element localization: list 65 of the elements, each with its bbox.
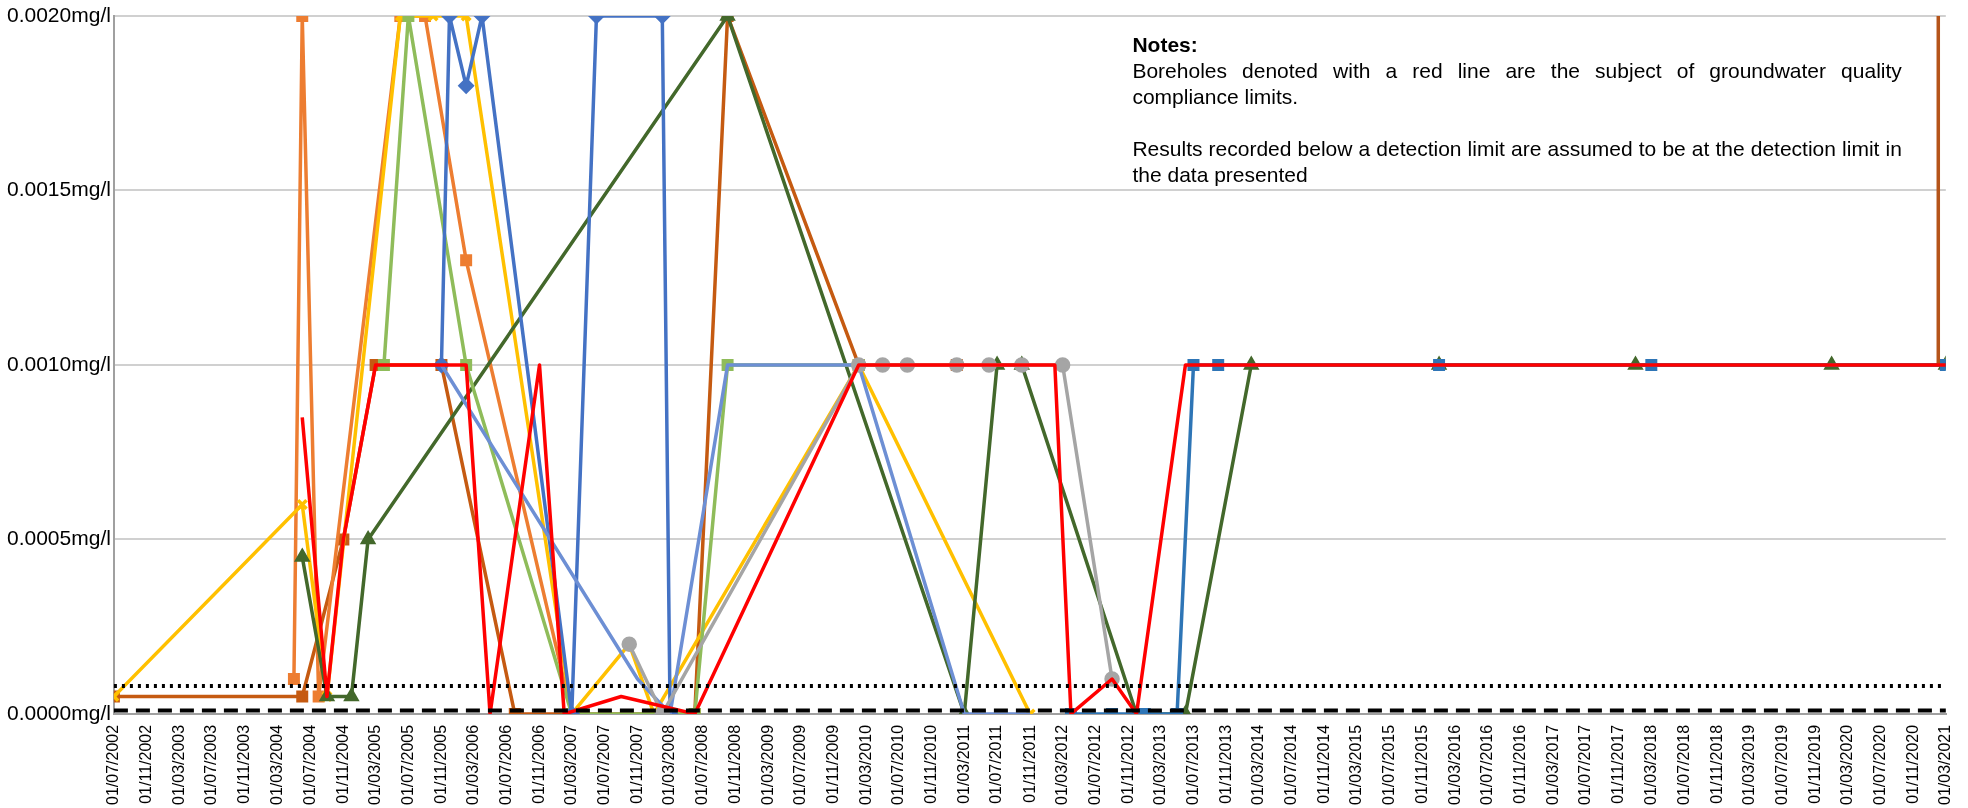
x-tick-label: 01/11/2005 xyxy=(431,724,449,804)
x-tick-label: 01/07/2004 xyxy=(300,724,318,805)
x-tick-label: 01/11/2002 xyxy=(137,724,155,804)
x-tick-label: 01/11/2017 xyxy=(1609,724,1627,804)
x-tick-label: 01/03/2014 xyxy=(1249,724,1267,805)
x-tick-label: 01/11/2016 xyxy=(1511,724,1529,804)
annotation: Notes: xyxy=(1132,33,1198,56)
y-tick-label: 0.0015mg/l xyxy=(7,177,111,201)
annotation: Results recorded below a detection limit are assumed to be at the detection limit in the data presented xyxy=(1132,136,1902,188)
y-tick-label: 0.0000mg/l xyxy=(7,700,111,724)
x-tick-label: 01/11/2003 xyxy=(235,724,253,804)
x-tick-label: 01/03/2007 xyxy=(562,724,580,805)
x-tick-label: 01/03/2013 xyxy=(1151,724,1169,805)
y-tick-label: 0.0005mg/l xyxy=(7,526,111,550)
x-tick-label: 01/07/2006 xyxy=(496,724,514,805)
x-tick-label: 01/07/2011 xyxy=(987,724,1005,804)
annotation: Boreholes denoted with a red line are the subject of groundwater quality compliance limits. xyxy=(1132,58,1902,110)
x-tick-label: 01/11/2012 xyxy=(1118,724,1136,804)
x-tick-label: 01/07/2019 xyxy=(1772,724,1790,805)
x-tick-label: 01/03/2017 xyxy=(1543,724,1561,805)
x-tick-label: 01/11/2015 xyxy=(1413,724,1431,804)
x-tick-label: 01/07/2003 xyxy=(202,724,220,805)
x-tick-label: 01/07/2018 xyxy=(1674,724,1692,805)
x-tick-label: 01/07/2007 xyxy=(594,724,612,805)
x-tick-label: 01/03/2006 xyxy=(464,724,482,805)
x-tick-label: 01/07/2016 xyxy=(1478,724,1496,805)
x-tick-label: 01/11/2018 xyxy=(1707,724,1725,804)
x-tick-label: 01/11/2011 xyxy=(1020,724,1038,803)
x-tick-label: 01/11/2019 xyxy=(1805,724,1823,804)
x-tick-label: 01/07/2012 xyxy=(1085,724,1103,805)
x-tick-label: 01/11/2014 xyxy=(1315,724,1333,804)
x-tick-label: 01/03/2020 xyxy=(1838,724,1856,805)
x-tick-label: 01/03/2003 xyxy=(169,724,187,805)
x-tick-label: 01/03/2016 xyxy=(1445,724,1463,805)
x-tick-label: 01/07/2005 xyxy=(398,724,416,805)
x-tick-label: 01/03/2009 xyxy=(758,724,776,805)
x-tick-label: 01/11/2020 xyxy=(1903,724,1921,804)
x-tick-label: 01/07/2009 xyxy=(791,724,809,805)
y-tick-label: 0.0020mg/l xyxy=(7,2,111,26)
x-tick-label: 01/11/2013 xyxy=(1216,724,1234,804)
x-tick-label: 01/03/2012 xyxy=(1053,724,1071,805)
x-tick-label: 01/11/2010 xyxy=(922,724,940,804)
x-tick-label: 01/07/2017 xyxy=(1576,724,1594,805)
x-tick-label: 01/11/2004 xyxy=(333,724,351,804)
x-tick-label: 01/03/2015 xyxy=(1347,724,1365,805)
x-tick-label: 01/11/2009 xyxy=(824,724,842,804)
x-tick-label: 01/07/2002 xyxy=(104,724,122,805)
x-tick-label: 01/03/2005 xyxy=(366,724,384,805)
x-tick-label: 01/03/2010 xyxy=(856,724,874,805)
x-tick-label: 01/11/2008 xyxy=(726,724,744,804)
x-tick-label: 01/11/2007 xyxy=(627,724,645,804)
x-tick-label: 01/07/2014 xyxy=(1281,724,1299,805)
x-tick-label: 01/03/2011 xyxy=(954,724,972,804)
x-tick-label: 01/07/2008 xyxy=(693,724,711,805)
x-tick-label: 01/03/2018 xyxy=(1641,724,1659,805)
x-tick-label: 01/03/2019 xyxy=(1739,724,1757,805)
x-tick-label: 01/11/2006 xyxy=(529,724,547,804)
x-tick-label: 01/07/2013 xyxy=(1183,724,1201,805)
x-tick-label: 01/03/2008 xyxy=(660,724,678,805)
x-tick-label: 01/07/2015 xyxy=(1380,724,1398,805)
x-tick-label: 01/07/2020 xyxy=(1870,724,1888,805)
x-tick-label: 01/07/2010 xyxy=(889,724,907,805)
x-tick-label: 01/03/2021 xyxy=(1936,724,1954,805)
y-tick-label: 0.0010mg/l xyxy=(7,351,111,375)
x-tick-label: 01/03/2004 xyxy=(267,724,285,805)
